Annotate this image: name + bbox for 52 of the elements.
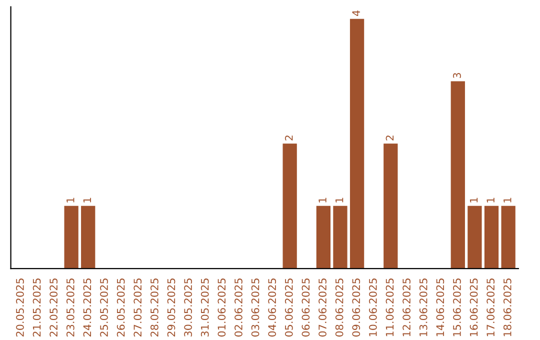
x-tick-label: 02.06.2025 bbox=[234, 278, 242, 337]
x-tick-label: 29.05.2025 bbox=[167, 278, 176, 337]
x-tick-label: 03.06.2025 bbox=[251, 278, 260, 337]
bar bbox=[450, 81, 465, 269]
bar bbox=[384, 144, 398, 269]
bar bbox=[81, 206, 96, 269]
data-label: 1 bbox=[336, 198, 344, 202]
data-label: 1 bbox=[66, 198, 74, 202]
x-tick-label: 09.06.2025 bbox=[352, 278, 360, 337]
data-label: 2 bbox=[386, 136, 394, 140]
x-tick-label: 14.06.2025 bbox=[436, 278, 444, 336]
bar bbox=[468, 206, 482, 269]
x-tick-label: 13.06.2025 bbox=[419, 278, 428, 336]
x-tick-label: 08.06.2025 bbox=[335, 278, 344, 337]
data-label: 3 bbox=[453, 73, 461, 78]
x-tick-label: 06.06.2025 bbox=[302, 278, 310, 337]
bar bbox=[501, 206, 516, 269]
bar bbox=[350, 18, 364, 269]
data-label: 2 bbox=[284, 136, 293, 140]
x-tick-label: 23.05.2025 bbox=[66, 278, 74, 337]
bar bbox=[64, 206, 78, 269]
data-label: 1 bbox=[318, 198, 326, 202]
x-tick-label: 16.06.2025 bbox=[470, 278, 478, 336]
x-tick-label: 11.06.2025 bbox=[386, 278, 394, 336]
bar bbox=[316, 206, 330, 269]
x-tick-label: 30.05.2025 bbox=[184, 278, 192, 336]
x-tick-label: 21.05.2025 bbox=[32, 278, 41, 337]
x-tick-label: 04.06.2025 bbox=[268, 278, 276, 337]
data-label: 4 bbox=[352, 10, 360, 16]
x-tick-label: 31.05.2025 bbox=[200, 278, 209, 336]
data-label: 1 bbox=[470, 198, 478, 202]
x-tick-label: 22.05.2025 bbox=[50, 278, 58, 337]
x-tick-label: 28.05.2025 bbox=[150, 278, 158, 337]
bar bbox=[282, 144, 297, 269]
x-tick-label: 12.06.2025 bbox=[402, 278, 410, 336]
data-label: 1 bbox=[83, 198, 91, 202]
x-tick-label: 20.05.2025 bbox=[16, 278, 24, 337]
x-tick-label: 25.05.2025 bbox=[100, 278, 108, 337]
x-tick-label: 15.06.2025 bbox=[453, 278, 461, 336]
x-tick-label: 27.05.2025 bbox=[134, 278, 142, 337]
x-tick-label: 05.06.2025 bbox=[284, 278, 293, 337]
x-tick-label: 10.06.2025 bbox=[368, 278, 377, 336]
x-tick-label: 26.05.2025 bbox=[116, 278, 125, 337]
bar bbox=[484, 206, 499, 269]
x-tick-label: 24.05.2025 bbox=[83, 278, 92, 337]
x-tick-label: 07.06.2025 bbox=[318, 278, 326, 337]
x-tick-label: 01.06.2025 bbox=[218, 278, 226, 337]
bar bbox=[333, 206, 348, 269]
x-tick-label: 18.06.2025 bbox=[503, 278, 512, 336]
data-label: 1 bbox=[504, 198, 512, 202]
data-label: 1 bbox=[486, 198, 494, 202]
x-tick-label: 17.06.2025 bbox=[486, 278, 495, 336]
